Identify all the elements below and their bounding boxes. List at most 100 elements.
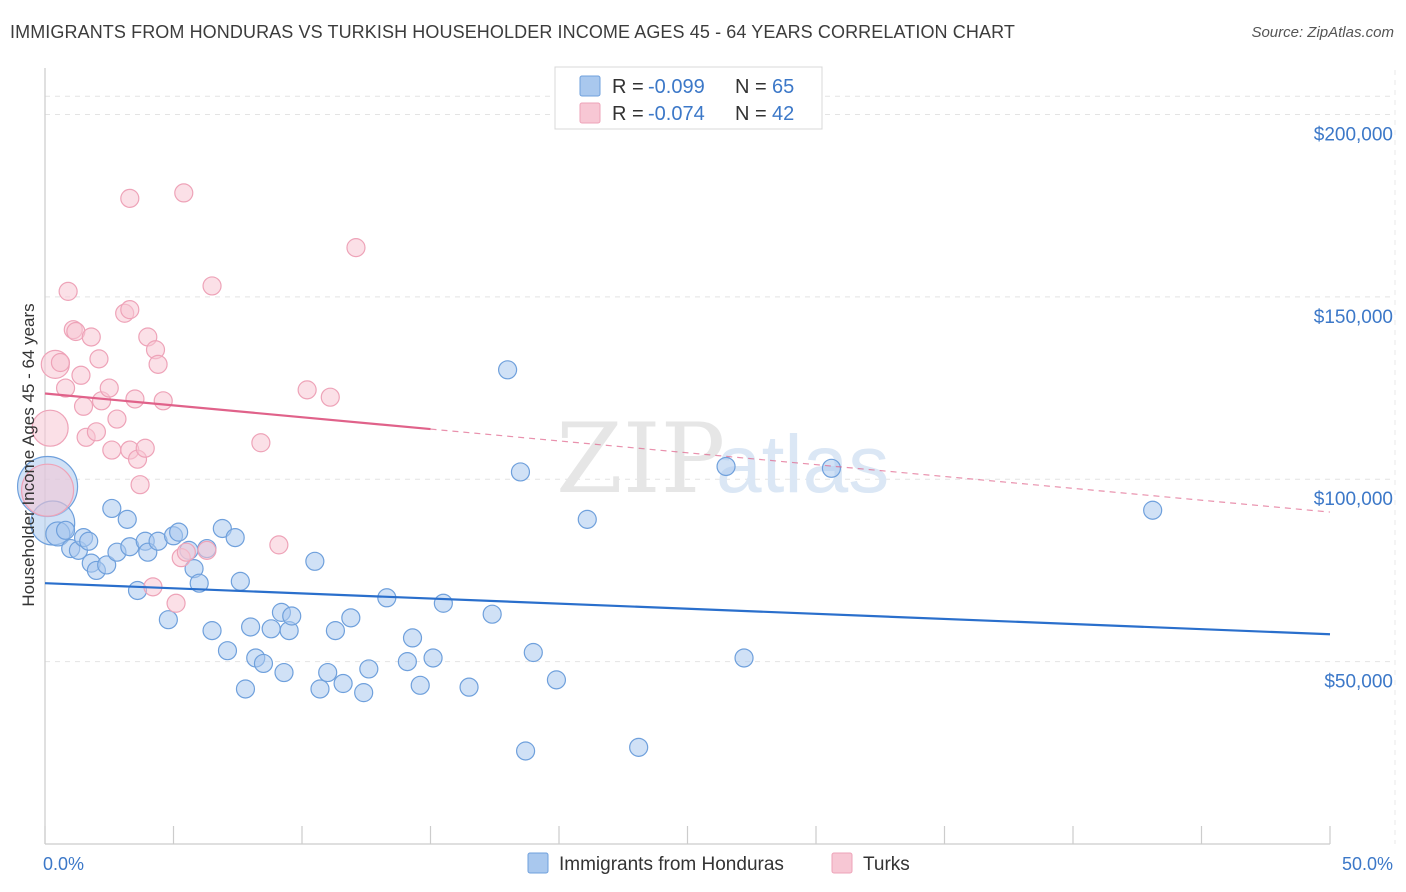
honduras-point-52 — [423, 648, 443, 668]
honduras-point-28 — [217, 641, 238, 661]
honduras-point-46 — [354, 683, 374, 703]
turks-point-36 — [202, 276, 222, 296]
chart-title: IMMIGRANTS FROM HONDURAS VS TURKISH HOUS… — [10, 22, 1015, 42]
turks-point-22 — [120, 188, 140, 208]
honduras-point-29 — [225, 527, 245, 548]
turks-point-12 — [86, 422, 107, 442]
turks-point-24 — [130, 475, 150, 495]
y-tick-label-3: $200,000 — [1314, 124, 1393, 145]
legend-swatch-honduras — [579, 75, 601, 97]
turks-point-0 — [20, 463, 75, 517]
turks-point-38 — [269, 535, 289, 555]
turks-point-37 — [251, 433, 271, 453]
series-legend: Immigrants from Honduras Turks — [527, 852, 910, 875]
honduras-point-62 — [629, 737, 649, 757]
honduras-point-57 — [510, 462, 531, 482]
bottom-legend-label-honduras: Immigrants from Honduras — [559, 854, 784, 875]
source-credit: Source: ZipAtlas.com — [1251, 24, 1394, 41]
turks-point-39 — [297, 380, 317, 400]
honduras-point-21 — [169, 522, 189, 542]
trend-lines — [44, 392, 1331, 636]
honduras-point-13 — [117, 509, 137, 529]
y-tick-label-1: $100,000 — [1314, 489, 1393, 510]
honduras-point-63 — [716, 456, 736, 477]
honduras-point-56 — [498, 360, 518, 380]
honduras-point-40 — [305, 551, 325, 571]
bottom-legend-swatch-honduras — [527, 852, 549, 874]
turks-point-5 — [58, 281, 78, 301]
trend-line-honduras — [44, 582, 1331, 636]
honduras-point-39 — [282, 606, 302, 626]
turks-point-4 — [55, 378, 76, 398]
turks-point-34 — [176, 542, 196, 562]
honduras-point-19 — [158, 610, 178, 630]
y-tick-label-2: $150,000 — [1314, 307, 1393, 328]
watermark-atlas: atlas — [716, 419, 889, 510]
bottom-legend-swatch-turks — [831, 852, 853, 874]
turks-point-17 — [107, 409, 127, 429]
honduras-point-10 — [97, 555, 117, 575]
turks-point-13 — [89, 349, 109, 369]
legend-swatch-turks — [579, 102, 601, 124]
honduras-point-31 — [235, 679, 256, 699]
honduras-point-60 — [546, 670, 567, 690]
turks-point-41 — [346, 238, 366, 258]
turks-point-15 — [99, 378, 119, 398]
honduras-point-30 — [230, 571, 250, 591]
trend-line-turks — [44, 392, 431, 431]
honduras-point-51 — [410, 675, 430, 695]
legend-n-value-turks: 42 — [772, 103, 794, 125]
honduras-point-58 — [515, 741, 536, 761]
axes — [44, 68, 1331, 845]
legend-r-value-honduras: -0.099 — [648, 76, 705, 98]
legend-n-value-honduras: 65 — [772, 76, 794, 98]
x-tick-labels: 0.0% 50.0% — [43, 854, 1393, 874]
honduras-point-43 — [325, 621, 346, 641]
honduras-point-3 — [55, 520, 76, 540]
turks-point-16 — [102, 440, 122, 460]
honduras-point-55 — [482, 604, 502, 624]
honduras-point-44 — [333, 673, 353, 694]
trend-line-dashed-turks — [430, 428, 1331, 513]
honduras-point-61 — [577, 509, 597, 529]
honduras-point-42 — [318, 662, 338, 683]
honduras-point-11 — [102, 498, 122, 519]
honduras-point-26 — [202, 621, 222, 641]
honduras-point-24 — [189, 573, 209, 593]
turks-point-29 — [148, 354, 168, 374]
bottom-legend-label-turks: Turks — [863, 854, 910, 875]
turks-point-8 — [71, 365, 91, 385]
turks-point-20 — [120, 300, 140, 320]
correlation-legend: R = -0.099 N = 65 R = -0.074 N = 42 — [554, 66, 823, 130]
series-turks-points — [20, 183, 366, 613]
y-tick-label-0: $50,000 — [1324, 672, 1393, 693]
x-tick-label-1: 50.0% — [1342, 854, 1393, 874]
turks-point-3 — [50, 352, 71, 373]
honduras-point-32 — [241, 617, 261, 637]
watermark: ZIP atlas — [556, 403, 889, 515]
turks-point-9 — [73, 396, 94, 416]
turks-point-33 — [174, 183, 194, 203]
legend-r-value-turks: -0.074 — [648, 103, 705, 125]
honduras-point-34 — [253, 653, 274, 674]
y-tick-labels: $50,000 $100,000 $150,000 $200,000 — [1314, 124, 1393, 692]
legend-n-label-honduras: N = — [735, 76, 767, 98]
honduras-point-53 — [433, 593, 453, 613]
turks-point-1 — [31, 409, 69, 447]
y-axis-label: Householder Income Ages 45 - 64 years — [19, 303, 38, 606]
honduras-point-41 — [310, 679, 330, 699]
turks-point-21 — [125, 389, 145, 409]
honduras-point-59 — [523, 642, 543, 663]
honduras-point-7 — [79, 531, 99, 551]
honduras-point-65 — [821, 458, 842, 478]
legend-r-label-honduras: R = — [612, 76, 644, 98]
turks-point-40 — [320, 387, 340, 407]
turks-point-30 — [153, 391, 173, 411]
honduras-point-66 — [1143, 500, 1163, 520]
honduras-point-54 — [459, 677, 479, 697]
turks-point-11 — [81, 327, 101, 347]
turks-point-31 — [166, 593, 186, 613]
honduras-point-49 — [397, 652, 417, 672]
turks-point-35 — [197, 540, 217, 560]
